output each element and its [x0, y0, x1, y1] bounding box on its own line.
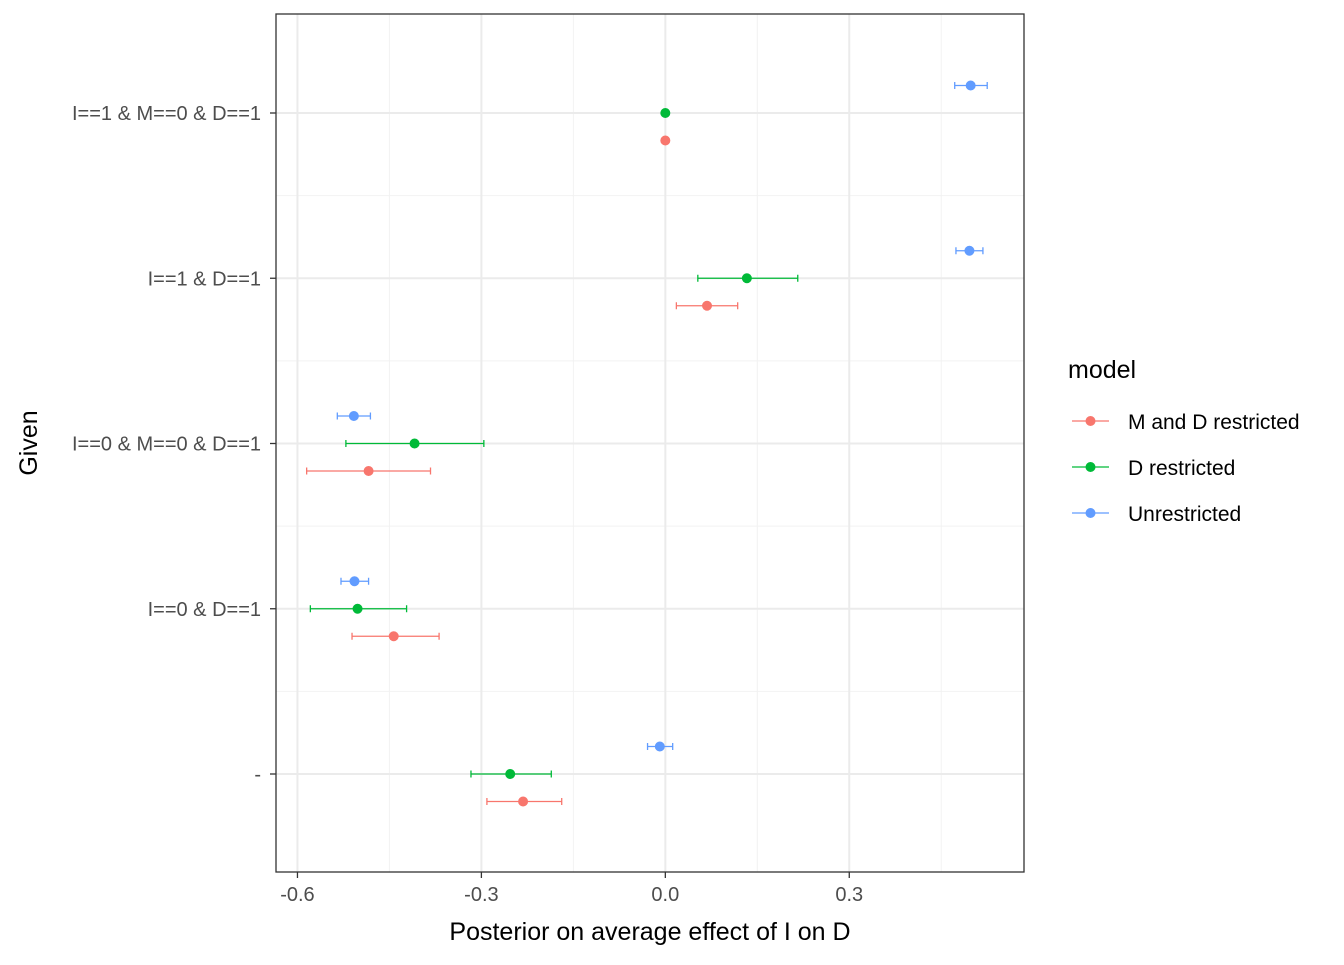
legend-entry-label: Unrestricted [1128, 503, 1241, 526]
y-axis: I==1 & M==0 & D==1 I==1 & D==1 I==0 & M==0… [72, 103, 276, 786]
legend-entry-label: M and D restricted [1128, 411, 1300, 434]
series-group [309, 108, 799, 779]
data-point [388, 631, 399, 642]
series-group [306, 135, 739, 807]
data-marks [306, 80, 988, 807]
series-group [336, 80, 988, 752]
legend-key-point [1085, 462, 1096, 472]
data-point [363, 466, 374, 476]
data-point [964, 245, 975, 256]
data-point [654, 741, 665, 752]
legend: model M and D restricted D restricted Unre… [1068, 356, 1300, 526]
data-point [349, 576, 360, 587]
x-tick-label: 0.3 [835, 884, 863, 906]
x-axis-title: Posterior on average effect of I on D [449, 918, 850, 946]
data-point [660, 135, 671, 146]
legend-entry-label: D restricted [1128, 457, 1235, 480]
y-tick-label: I==1 & M==0 & D==1 [72, 103, 261, 125]
y-axis-title: Given [15, 410, 43, 475]
x-tick-label: -0.3 [464, 884, 498, 906]
y-tick-label: - [254, 764, 261, 786]
data-point [702, 300, 713, 311]
x-tick-label: -0.6 [280, 884, 314, 906]
x-axis: -0.6 -0.3 0.0 0.3 [280, 872, 863, 906]
data-point [352, 603, 363, 614]
data-point [518, 796, 529, 807]
legend-title: model [1068, 356, 1136, 384]
data-point [409, 438, 420, 449]
x-tick-label: 0.0 [651, 884, 679, 906]
legend-key-point [1085, 416, 1096, 426]
y-tick-label: I==1 & D==1 [148, 268, 261, 290]
data-point [348, 411, 359, 421]
legend-key-point [1085, 508, 1096, 518]
data-point [660, 108, 671, 118]
y-tick-label: I==0 & M==0 & D==1 [72, 434, 261, 456]
data-point [505, 769, 516, 779]
data-point [965, 80, 976, 91]
data-point [741, 273, 752, 284]
y-tick-label: I==0 & D==1 [148, 599, 261, 621]
